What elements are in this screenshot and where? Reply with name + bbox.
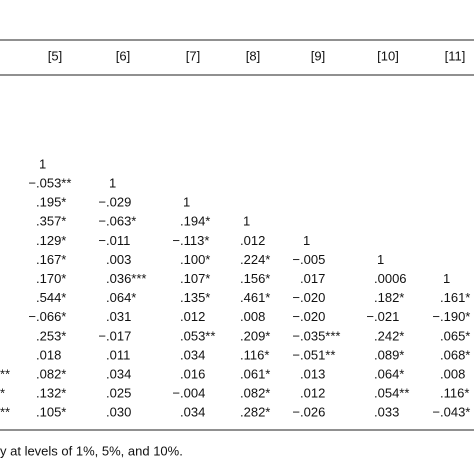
- cell: .065*: [440, 328, 470, 343]
- cell: −.190*: [432, 309, 470, 324]
- cell: .003: [106, 252, 131, 267]
- cell: .116*: [440, 386, 469, 401]
- cell: .544*: [36, 290, 66, 305]
- cell: .034: [180, 405, 205, 420]
- cut-cell: **: [0, 367, 10, 382]
- cell: .194*: [180, 214, 210, 229]
- cell: 1: [183, 195, 190, 210]
- cell: −.113*: [172, 233, 209, 248]
- cell: −.011: [98, 233, 130, 248]
- cell: .012: [300, 386, 325, 401]
- cell: .242*: [374, 328, 404, 343]
- cell: 1: [443, 271, 450, 286]
- cell: .170*: [36, 271, 66, 286]
- cell: −.035***: [292, 328, 340, 343]
- column-header: [9]: [311, 48, 325, 63]
- column-header: [10]: [377, 48, 399, 63]
- cut-cell: *: [0, 386, 5, 401]
- cell: −.053**: [28, 176, 71, 191]
- column-header: [5]: [48, 48, 62, 63]
- cell: .034: [180, 347, 205, 362]
- cell: .461*: [240, 290, 270, 305]
- cell: .116*: [240, 347, 269, 362]
- column-header: [6]: [116, 48, 130, 63]
- cell: .182*: [374, 290, 404, 305]
- cell: −.063*: [98, 214, 136, 229]
- cell: .008: [440, 367, 465, 382]
- cell: .034: [106, 367, 131, 382]
- cell: .053**: [180, 328, 215, 343]
- cell: .033: [374, 405, 399, 420]
- cell: −.066*: [28, 309, 66, 324]
- cell: −.020: [292, 290, 325, 305]
- cell: .161*: [440, 290, 470, 305]
- cell: .357*: [36, 214, 66, 229]
- cell: .167*: [36, 252, 66, 267]
- cell: .031: [106, 309, 131, 324]
- cell: −.051**: [292, 347, 335, 362]
- cell: .064*: [106, 290, 136, 305]
- cell: .068*: [440, 347, 470, 362]
- cell: −.017: [98, 328, 131, 343]
- cell: .012: [180, 309, 205, 324]
- cell: .012: [240, 233, 265, 248]
- cell: .018: [36, 347, 61, 362]
- cell: .016: [180, 367, 205, 382]
- cell: 1: [303, 233, 310, 248]
- cell: −.004: [172, 386, 205, 401]
- cell: −.021: [366, 309, 399, 324]
- cell: .089*: [374, 347, 404, 362]
- column-header: [11]: [445, 48, 466, 63]
- cell: −.020: [292, 309, 325, 324]
- cell: .082*: [240, 386, 270, 401]
- cell: .011: [106, 347, 130, 362]
- cell: .036***: [106, 271, 146, 286]
- cell: .156*: [240, 271, 270, 286]
- cell: .054**: [374, 386, 409, 401]
- cell: .135*: [180, 290, 210, 305]
- cut-cell: **: [0, 405, 10, 420]
- cell: .224*: [240, 252, 270, 267]
- cell: .129*: [36, 233, 66, 248]
- cell: .282*: [240, 405, 270, 420]
- cell: .253*: [36, 328, 66, 343]
- cell: −.043*: [432, 405, 470, 420]
- cell: .013: [300, 367, 325, 382]
- cell: .132*: [36, 386, 66, 401]
- footnote: y at levels of 1%, 5%, and 10%.: [0, 443, 183, 458]
- cell: .030: [106, 405, 131, 420]
- cell: 1: [109, 176, 116, 191]
- cell: .209*: [240, 328, 270, 343]
- cell: .008: [240, 309, 265, 324]
- cell: 1: [377, 252, 384, 267]
- cell: .100*: [180, 252, 210, 267]
- cell: −.029: [98, 195, 131, 210]
- cell: .105*: [36, 405, 66, 420]
- cell: .107*: [180, 271, 210, 286]
- cell: .025: [106, 386, 131, 401]
- cell: .0006: [374, 271, 407, 286]
- cell: .061*: [240, 367, 270, 382]
- cell: .064*: [374, 367, 404, 382]
- cell: 1: [39, 156, 46, 171]
- cell: .195*: [36, 195, 66, 210]
- cell: −.005: [292, 252, 325, 267]
- column-header: [7]: [186, 48, 200, 63]
- cell: 1: [243, 214, 250, 229]
- cell: −.026: [292, 405, 325, 420]
- column-header: [8]: [246, 48, 260, 63]
- cell: .017: [300, 271, 325, 286]
- cell: .082*: [36, 367, 66, 382]
